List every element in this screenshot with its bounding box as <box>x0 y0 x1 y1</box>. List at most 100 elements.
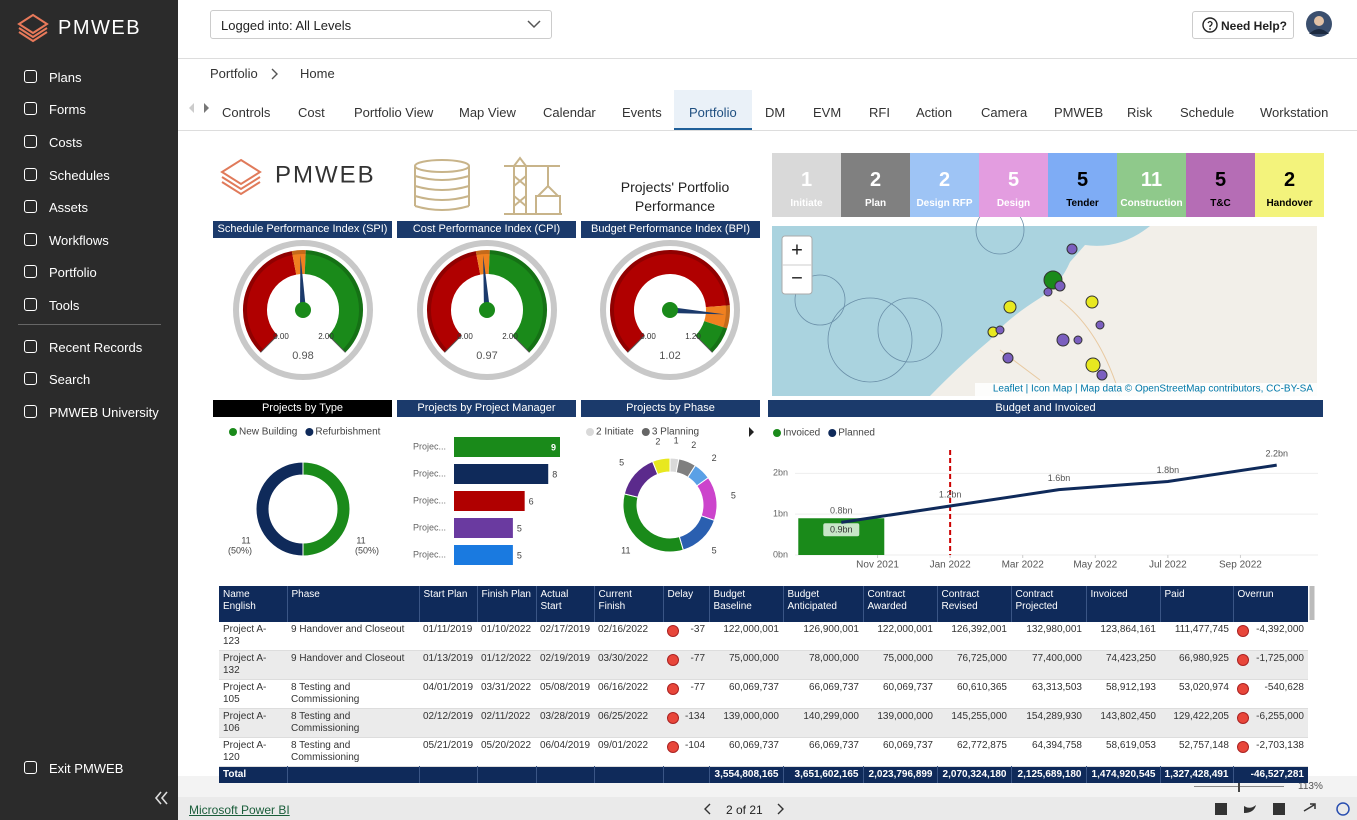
nav-item[interactable]: Schedules <box>0 159 178 191</box>
crumb[interactable]: Portfolio <box>210 66 258 81</box>
status-dot <box>1237 625 1249 637</box>
phase-tile[interactable]: 5 Tender <box>1048 153 1117 217</box>
table-cell: 123,864,161 <box>1086 622 1160 651</box>
table-row[interactable]: Project A-106 8 Testing and Commissioning… <box>219 708 1308 738</box>
nav-item[interactable]: PMWEB University <box>0 396 178 428</box>
cell-text: 8 Testing and Commissioning <box>291 740 360 763</box>
nav-item[interactable]: Assets <box>0 191 178 223</box>
cell-text: 78,000,000 <box>808 653 859 664</box>
phase-tile[interactable]: 2 Plan <box>841 153 910 217</box>
table-row[interactable]: Project A-123 9 Handover and Closeout 01/1… <box>219 622 1308 651</box>
tab[interactable]: Camera <box>966 90 1042 128</box>
phase-tile[interactable]: 2 Design RFP <box>910 153 979 217</box>
table-row[interactable]: Project A-105 8 Testing and Commissioning… <box>219 679 1308 709</box>
gauge-tick-label: 0.00 <box>640 332 656 341</box>
nav-item[interactable]: Search <box>0 363 178 395</box>
bar <box>454 518 513 538</box>
tab[interactable]: Schedule <box>1165 90 1249 128</box>
tab[interactable]: Action <box>901 90 967 128</box>
cell-text: 122,000,001 <box>877 624 933 635</box>
cell-text: -1,725,000 <box>1256 653 1304 664</box>
table-cell: -77 <box>663 680 709 709</box>
gauge-inner <box>243 250 363 353</box>
column-header[interactable]: Budget Anticipated <box>782 586 863 622</box>
tab[interactable]: Calendar <box>528 90 611 128</box>
table-cell: Project A-105 <box>219 680 287 709</box>
value-label: 1.6bn <box>1048 473 1071 483</box>
gauge-hub <box>479 302 495 318</box>
cell-text: 53,020,974 <box>1178 682 1229 693</box>
phase-tile[interactable]: 2 Handover <box>1255 153 1324 217</box>
tab[interactable]: Risk <box>1112 90 1167 128</box>
pager-arrows[interactable] <box>702 803 786 815</box>
share-icons[interactable] <box>1214 802 1354 816</box>
cell-text: Project A-120 <box>223 740 267 763</box>
phase-count: 5 <box>1007 169 1020 191</box>
column-header[interactable]: Overrun <box>1232 586 1308 622</box>
tab[interactable]: Controls <box>207 90 285 128</box>
tab[interactable]: EVM <box>798 90 856 128</box>
tab-scroll[interactable] <box>188 102 212 116</box>
table-cell: 8 Testing and Commissioning <box>287 680 419 709</box>
phase-tile[interactable]: 1 Initiate <box>772 153 841 217</box>
phase-tile[interactable]: 11 Construction <box>1117 153 1186 217</box>
tab[interactable]: Events <box>607 90 677 128</box>
column-header[interactable]: Finish Plan <box>476 586 536 622</box>
column-header[interactable]: Contract Awarded <box>862 586 937 622</box>
cell-text: 60,069,737 <box>882 682 933 693</box>
nav-item[interactable]: Forms <box>0 93 178 125</box>
cell-text: 122,000,001 <box>723 624 779 635</box>
phase-count: 11 <box>1140 169 1163 191</box>
table-cell: 75,000,000 <box>709 651 783 680</box>
phase-count: 2 <box>938 169 951 191</box>
tab[interactable]: RFI <box>854 90 905 128</box>
level-dropdown[interactable]: Logged into: All Levels <box>210 10 552 39</box>
nav-item[interactable]: Costs <box>0 126 178 158</box>
column-header[interactable]: Start Plan <box>418 586 477 622</box>
cell-text: 03/30/2022 <box>598 653 649 664</box>
table-row[interactable]: Project A-120 8 Testing and Commissioning… <box>219 737 1308 767</box>
nav-item[interactable]: Recent Records <box>0 331 178 363</box>
column-header[interactable]: Contract Projected <box>1010 586 1086 622</box>
table-cell: 58,912,193 <box>1086 680 1160 709</box>
donut-label: 11 <box>621 546 630 556</box>
phase-tile[interactable]: 5 Design <box>979 153 1048 217</box>
zoom-thumb[interactable] <box>1238 781 1240 792</box>
collapse[interactable] <box>152 789 172 807</box>
nav-item[interactable]: Tools <box>0 289 178 321</box>
column-header[interactable]: Paid <box>1159 586 1233 622</box>
tab[interactable]: DM <box>750 90 800 128</box>
tab[interactable]: Portfolio View <box>339 90 448 128</box>
phase-label: Plan <box>864 198 887 209</box>
tab[interactable]: PMWEB <box>1039 90 1118 128</box>
powerbi-link[interactable]: Microsoft Power BI <box>189 803 290 817</box>
nav-item[interactable]: Plans <box>0 61 178 93</box>
table-row[interactable]: Project A-132 9 Handover and Closeout 01/1… <box>219 650 1308 680</box>
x-tick-label: Jul 2022 <box>1149 560 1187 571</box>
table-cell: 60,069,737 <box>863 738 937 767</box>
column-header[interactable]: Actual Start <box>535 586 594 622</box>
help-button[interactable]: Need Help? <box>1192 11 1294 39</box>
table-cell: 129,422,205 <box>1160 709 1233 738</box>
column-header[interactable]: Phase <box>286 586 419 622</box>
total-label: Total <box>223 769 247 780</box>
crumb-sep <box>271 68 278 80</box>
column-header[interactable]: Delay <box>662 586 709 622</box>
phase-tile[interactable]: 5 T&C <box>1186 153 1255 217</box>
avatar[interactable] <box>1305 10 1333 38</box>
column-header[interactable]: Contract Revised <box>936 586 1011 622</box>
tab[interactable]: Workstation <box>1245 90 1343 128</box>
tab[interactable]: Map View <box>444 90 531 128</box>
x-tick-label: May 2022 <box>1073 560 1117 571</box>
tab[interactable]: Cost <box>283 90 340 128</box>
column-header[interactable]: Invoiced <box>1085 586 1160 622</box>
column-header[interactable]: Name English <box>223 589 256 612</box>
tab[interactable]: Portfolio <box>674 90 752 130</box>
column-header[interactable]: Current Finish <box>593 586 663 622</box>
nav-item[interactable]: Workflows <box>0 224 178 256</box>
gauge-needle <box>300 255 306 311</box>
nav-item[interactable]: Exit PMWEB <box>0 752 178 784</box>
nav-item[interactable]: Portfolio <box>0 256 178 288</box>
column-header[interactable]: Budget Baseline <box>708 586 783 622</box>
crumb[interactable]: Home <box>300 66 335 81</box>
